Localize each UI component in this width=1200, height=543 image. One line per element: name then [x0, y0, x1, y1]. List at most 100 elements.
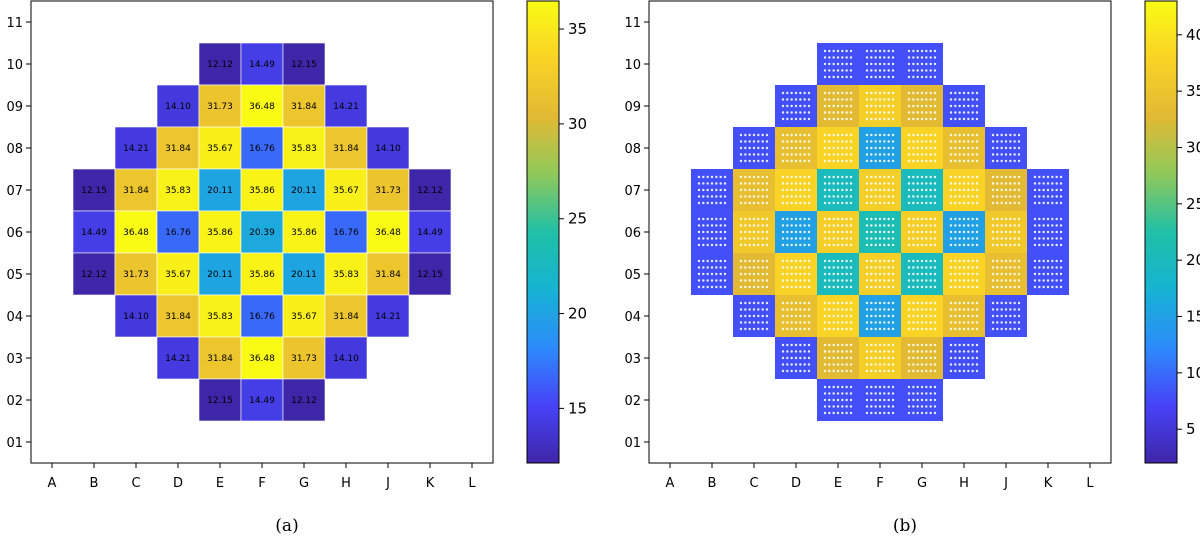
fuel-pin-mark — [781, 266, 785, 269]
fuel-pin-mark — [1017, 279, 1021, 282]
cell-value-label: 20.11 — [207, 270, 233, 280]
pin-lattice — [823, 49, 853, 79]
fuel-pin-mark — [790, 230, 793, 234]
fuel-pin-mark — [1055, 237, 1058, 240]
fuel-pin-mark — [996, 266, 999, 269]
fuel-pin-mark — [958, 259, 961, 263]
fuel-pin-mark — [878, 398, 882, 402]
fuel-pin-mark — [971, 363, 974, 366]
fuel-pin-mark — [710, 195, 714, 198]
fuel-pin-mark — [933, 117, 937, 121]
pin-lattice — [991, 301, 1021, 331]
x-tick-label: F — [876, 476, 883, 491]
fuel-pin-mark — [920, 56, 924, 59]
fuel-pin-mark — [710, 259, 714, 263]
fuel-pin-mark — [883, 301, 886, 305]
fuel-pin-mark — [702, 243, 705, 247]
fuel-pin-mark — [757, 182, 760, 185]
fuel-pin-mark — [832, 98, 835, 101]
fuel-pin-mark — [925, 285, 928, 289]
fuel-pin-mark — [702, 224, 705, 227]
fuel-pin-mark — [832, 153, 835, 156]
fuel-pin-mark — [883, 363, 886, 366]
fuel-pin-mark — [962, 140, 966, 143]
fuel-pin-mark — [845, 385, 848, 389]
fuel-pin-mark — [706, 243, 709, 247]
fuel-pin-mark — [878, 272, 882, 276]
fuel-pin-mark — [1013, 266, 1016, 269]
fuel-pin-mark — [841, 321, 844, 324]
fuel-pin-mark — [883, 49, 886, 53]
fuel-pin-mark — [832, 195, 835, 198]
fuel-pin-mark — [744, 140, 747, 143]
fuel-pin-mark — [849, 411, 853, 415]
fuel-pin-mark — [967, 243, 970, 247]
fuel-pin-mark — [971, 259, 974, 263]
heatmap-cell — [282, 84, 326, 128]
fuel-pin-mark — [803, 272, 806, 276]
fuel-pin-mark — [891, 188, 895, 192]
fuel-pin-mark — [803, 91, 806, 95]
fuel-pin-mark — [849, 182, 853, 185]
fuel-pin-mark — [878, 363, 882, 366]
fuel-pin-mark — [828, 91, 831, 95]
heatmap-cell — [324, 126, 368, 170]
fuel-pin-mark — [912, 285, 915, 289]
fuel-pin-mark — [1009, 301, 1012, 305]
fuel-pin-mark — [887, 195, 890, 198]
fuel-pin-mark — [807, 182, 811, 185]
fuel-pin-mark — [710, 175, 714, 179]
cell-value-label: 35.86 — [249, 270, 275, 280]
fuel-pin-mark — [836, 398, 840, 402]
fuel-pin-mark — [883, 314, 886, 318]
fuel-pin-mark — [925, 62, 928, 66]
fuel-pin-mark — [949, 301, 953, 305]
fuel-pin-mark — [823, 266, 827, 269]
fuel-pin-mark — [870, 117, 873, 121]
fuel-pin-mark — [849, 91, 853, 95]
fuel-pin-mark — [828, 133, 831, 137]
fuel-pin-mark — [1009, 243, 1012, 247]
fuel-pin-mark — [975, 188, 979, 192]
fuel-pin-mark — [907, 117, 911, 121]
fuel-pin-mark — [891, 237, 895, 240]
fuel-pin-mark — [781, 201, 785, 205]
fuel-pin-mark — [1004, 243, 1008, 247]
fuel-pin-mark — [887, 356, 890, 360]
fuel-pin-mark — [912, 301, 915, 305]
fuel-pin-mark — [823, 133, 827, 137]
fuel-pin-mark — [929, 133, 932, 137]
fuel-pin-mark — [1051, 272, 1054, 276]
fuel-pin-mark — [849, 405, 853, 408]
fuel-pin-mark — [794, 350, 798, 353]
fuel-pin-mark — [803, 111, 806, 114]
fuel-pin-mark — [878, 159, 882, 163]
fuel-pin-mark — [748, 279, 751, 282]
fuel-pin-mark — [1046, 285, 1050, 289]
fuel-pin-mark — [1013, 175, 1016, 179]
pin-lattice — [697, 259, 727, 289]
fuel-pin-mark — [933, 279, 937, 282]
fuel-pin-mark — [971, 133, 974, 137]
x-tick-label: D — [173, 476, 183, 491]
colorbar-tick-label: 25 — [1186, 195, 1200, 213]
fuel-pin-mark — [925, 343, 928, 347]
fuel-pin-mark — [967, 133, 970, 137]
fuel-pin-mark — [1004, 301, 1008, 305]
fuel-pin-mark — [752, 308, 756, 311]
fuel-pin-mark — [996, 133, 999, 137]
fuel-pin-mark — [786, 91, 789, 95]
fuel-pin-mark — [887, 159, 890, 163]
fuel-pin-mark — [883, 56, 886, 59]
fuel-pin-mark — [920, 411, 924, 415]
fuel-pin-mark — [739, 195, 743, 198]
fuel-pin-mark — [1017, 259, 1021, 263]
fuel-pin-mark — [719, 266, 722, 269]
fuel-pin-mark — [841, 49, 844, 53]
fuel-pin-mark — [757, 133, 760, 137]
fuel-pin-mark — [849, 350, 853, 353]
cell-value-label: 36.48 — [375, 228, 401, 238]
fuel-pin-mark — [790, 217, 793, 221]
fuel-pin-mark — [929, 314, 932, 318]
fuel-pin-mark — [836, 230, 840, 234]
